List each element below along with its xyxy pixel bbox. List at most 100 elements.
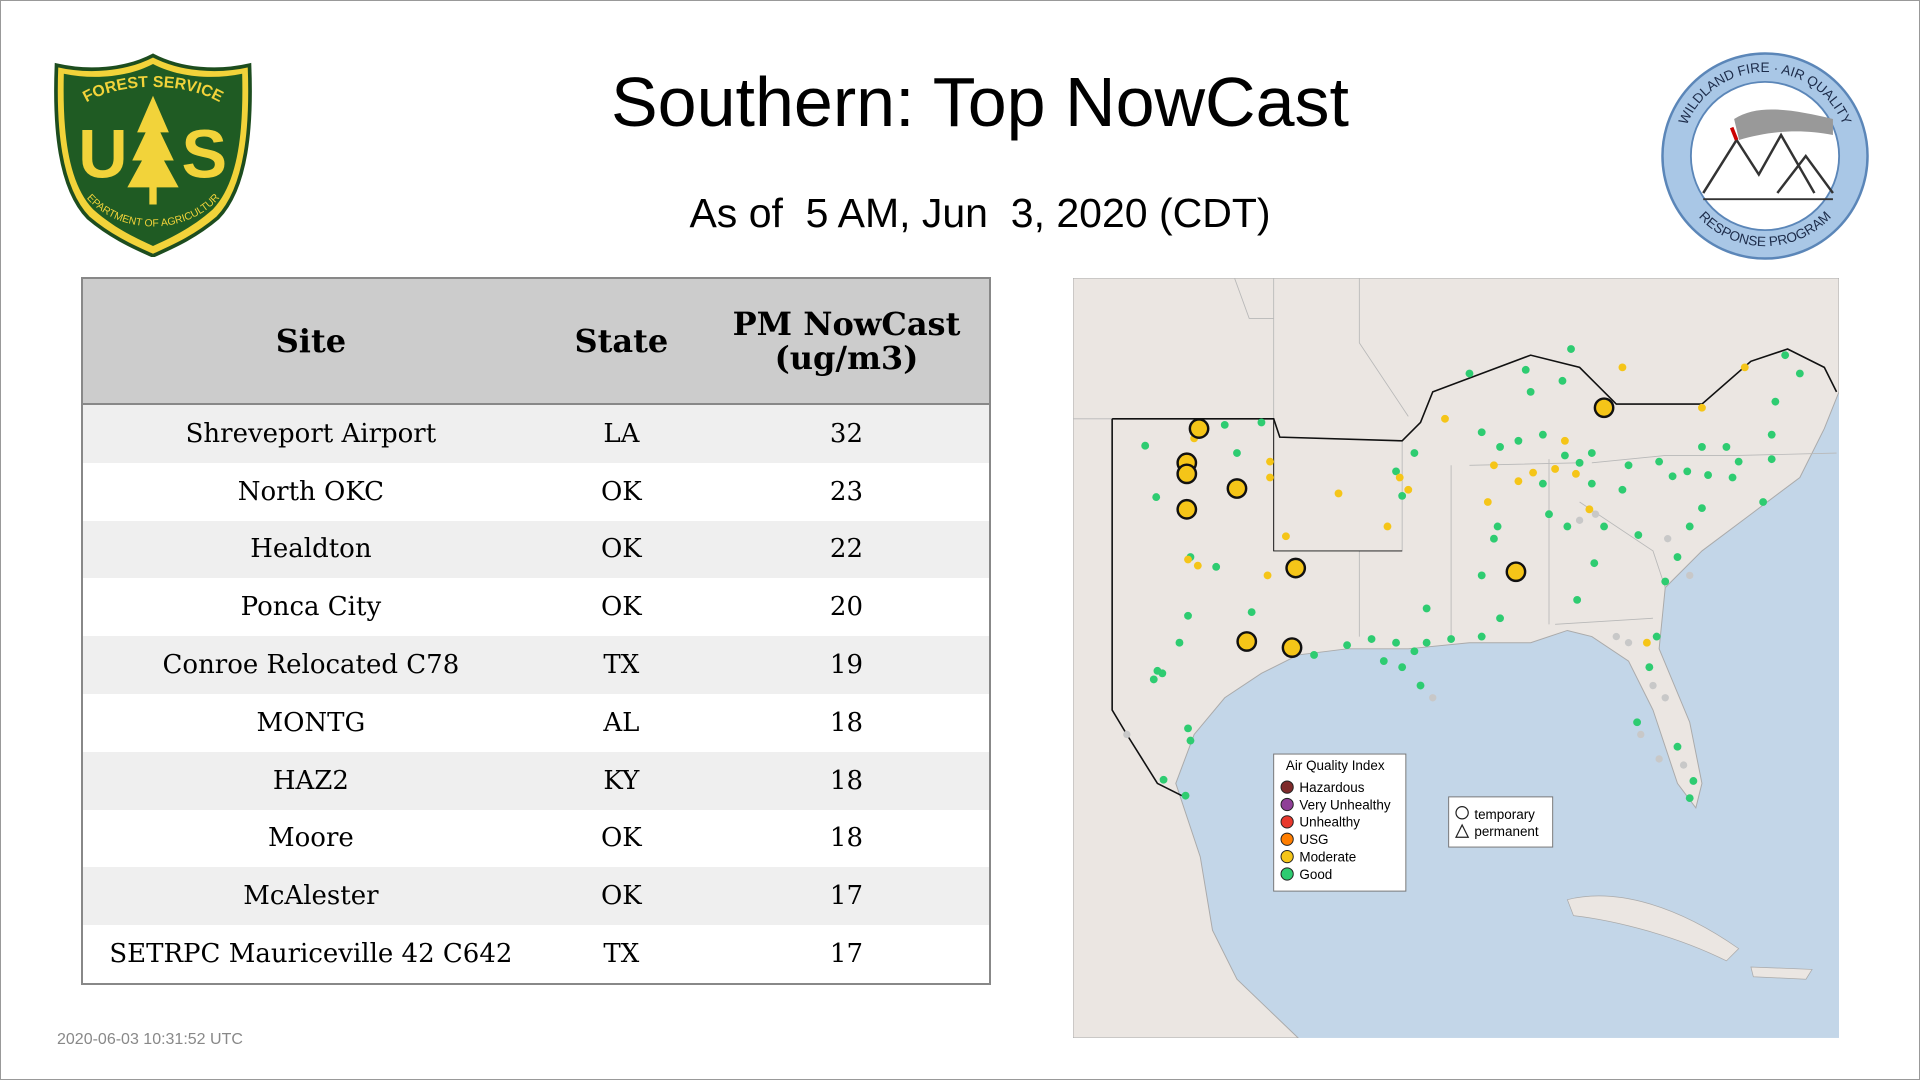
site-dot	[1158, 669, 1167, 678]
site-dot	[1633, 718, 1642, 727]
site-dot	[1655, 457, 1664, 466]
site-dot	[1624, 461, 1633, 470]
site-cell: North OKC	[82, 462, 539, 521]
site-dot	[1661, 577, 1670, 586]
site-dot	[1263, 571, 1272, 580]
site-cell: Healdton	[82, 520, 539, 579]
site-dot	[1560, 436, 1569, 445]
site-dot	[1465, 369, 1474, 378]
state-cell: OK	[538, 520, 704, 579]
site-dot	[1575, 458, 1584, 467]
site-dot	[1257, 418, 1266, 427]
site-cell: SETRPC Mauriceville 42 C642	[82, 925, 539, 984]
site-dot	[1673, 553, 1682, 561]
state-cell: OK	[538, 578, 704, 637]
site-cell: MONTG	[82, 693, 539, 752]
shape-legend-label: temporary	[1474, 807, 1535, 822]
site-dot	[1529, 468, 1538, 477]
site-dot	[1310, 651, 1318, 659]
legend-label: Very Unhealthy	[1299, 797, 1391, 812]
site-dot	[1698, 443, 1706, 451]
column-header: Site	[82, 278, 539, 405]
site-dot	[1159, 775, 1168, 784]
site-dot	[1152, 493, 1161, 502]
top-site-marker	[1281, 637, 1303, 658]
site-dot	[1560, 451, 1569, 460]
site-dot	[1698, 403, 1706, 412]
legend-label: USG	[1299, 832, 1328, 847]
site-dot	[1575, 516, 1584, 525]
site-dot	[1781, 351, 1790, 360]
site-dot	[1343, 641, 1352, 650]
table-row: North OKC OK 23	[82, 462, 990, 521]
site-cell: HAZ2	[82, 751, 539, 810]
site-dot	[1247, 608, 1256, 617]
top-site-marker	[1176, 498, 1198, 520]
table-row: MONTG AL 18	[82, 693, 990, 752]
site-dot	[1686, 571, 1694, 580]
site-dot	[1538, 430, 1547, 439]
state-cell: OK	[538, 809, 704, 868]
site-dot	[1679, 761, 1688, 769]
timestamp: 2020-06-03 10:31:52 UTC	[57, 1031, 243, 1048]
top-site-marker	[1176, 463, 1198, 485]
legend-swatch	[1280, 832, 1294, 846]
site-dot	[1410, 647, 1419, 656]
site-dot	[1398, 491, 1407, 500]
site-dot	[1483, 498, 1492, 506]
site-dot	[1184, 611, 1192, 620]
site-dot	[1184, 724, 1192, 733]
site-dot	[1477, 428, 1486, 437]
site-dot	[1642, 638, 1651, 647]
site-dot	[1212, 562, 1221, 571]
site-dot	[1392, 638, 1400, 647]
site-dot	[1634, 531, 1643, 539]
site-dot	[1220, 420, 1229, 429]
table-row: Shreveport Airport LA 32	[82, 404, 990, 463]
site-dot	[1392, 467, 1400, 476]
site-dot	[1740, 363, 1749, 372]
site-dot	[1624, 639, 1633, 647]
site-dot	[1367, 635, 1376, 643]
site-dot	[1795, 369, 1804, 378]
value-cell: 17	[703, 925, 990, 984]
site-dot	[1521, 365, 1530, 374]
site-dot	[1186, 736, 1195, 745]
site-dot	[1490, 534, 1498, 543]
site-dot	[1477, 632, 1486, 641]
site-dot	[1652, 632, 1661, 641]
shape-swatch	[1455, 806, 1469, 820]
site-dot	[1661, 694, 1669, 702]
site-dot	[1767, 430, 1776, 439]
site-dot	[1514, 477, 1523, 486]
site-dot	[1689, 777, 1698, 785]
site-dot	[1477, 571, 1486, 580]
site-dot	[1193, 561, 1202, 570]
value-cell: 22	[703, 520, 990, 579]
legend-label: Good	[1299, 867, 1332, 882]
site-dot	[1184, 555, 1192, 564]
state-cell: TX	[538, 925, 704, 984]
site-dot	[1422, 604, 1431, 613]
table-row: HAZ2 KY 18	[82, 751, 990, 810]
aqi-map: Air Quality Index Hazardous Very Unhealthy…	[1073, 278, 1839, 1038]
site-dot	[1573, 595, 1582, 604]
site-dot	[1664, 535, 1672, 543]
top-site-marker	[1593, 397, 1615, 419]
site-dot	[1175, 638, 1184, 647]
site-dot	[1422, 638, 1431, 647]
site-cell: Shreveport Airport	[82, 404, 539, 463]
site-dot	[1685, 794, 1694, 803]
state-cell: LA	[538, 404, 704, 463]
site-dot	[1698, 504, 1706, 513]
forest-service-logo: FOREST SERVICE DEPARTMENT OF AGRICULTURE…	[51, 53, 252, 257]
site-dot	[1266, 457, 1274, 466]
value-cell: 23	[703, 462, 990, 521]
value-cell: 32	[703, 404, 990, 463]
site-dot	[1612, 632, 1620, 641]
site-dot	[1334, 489, 1343, 498]
nowcast-table: Site State PM NowCast (ug/m3) Shreveport A…	[81, 277, 991, 985]
site-dot	[1618, 363, 1627, 372]
state-cell: OK	[538, 867, 704, 926]
site-dot	[1429, 694, 1437, 702]
